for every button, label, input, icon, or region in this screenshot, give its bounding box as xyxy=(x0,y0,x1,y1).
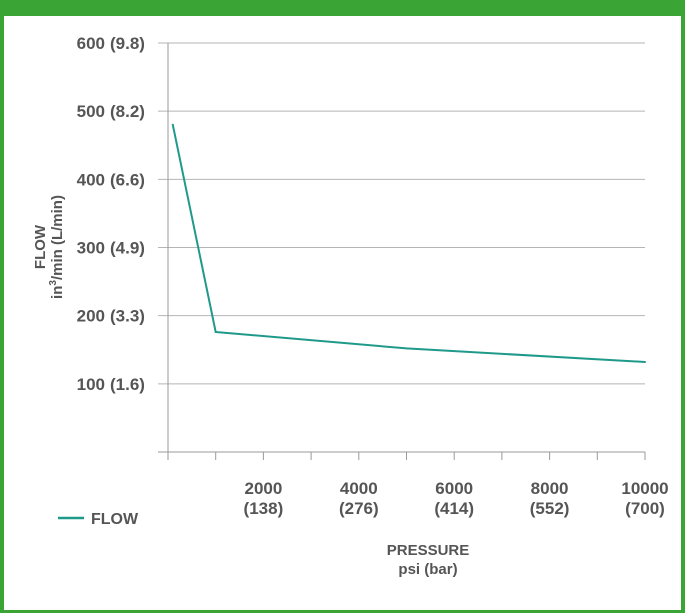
series-line-flow xyxy=(173,125,645,362)
y-axis-units-suffix: /min (L/min) xyxy=(49,195,66,280)
y-tick-label-3: 400 xyxy=(77,170,105,189)
axes xyxy=(158,43,645,460)
y-tick-alt-label-1: (3.3) xyxy=(110,307,145,326)
y-axis-units-prefix: in xyxy=(49,286,66,299)
x-axis-title: PRESSURE xyxy=(387,542,470,559)
data-point xyxy=(644,361,646,363)
x-tick-alt-label-1: (276) xyxy=(339,499,379,518)
y-tick-label-5: 600 xyxy=(77,34,105,53)
series-group xyxy=(172,124,646,363)
y-axis-title: FLOW xyxy=(32,224,49,269)
x-tick-alt-label-3: (552) xyxy=(530,499,570,518)
x-tick-labels: 2000(138) 4000(276) 6000(414) 8000(552) 1000… xyxy=(244,479,669,518)
data-point xyxy=(406,347,408,349)
y-tick-label-0: 100 xyxy=(77,375,105,394)
y-axis-units: in3/min (L/min) xyxy=(48,195,66,299)
y-tick-label-4: 500 xyxy=(77,102,105,121)
y-tick-alt-label-5: (9.8) xyxy=(110,34,145,53)
x-tick-label-4: 10000 xyxy=(621,479,668,498)
data-point xyxy=(172,124,174,126)
legend-label: FLOW xyxy=(91,511,139,528)
legend: FLOW xyxy=(58,511,139,528)
x-tick-label-3: 8000 xyxy=(531,479,569,498)
y-tick-alt-label-4: (8.2) xyxy=(110,102,145,121)
y-tick-label-1: 200 xyxy=(77,307,105,326)
x-tick-alt-label-0: (138) xyxy=(244,499,284,518)
data-point xyxy=(215,331,217,333)
y-tick-labels: 100 (1.6) 200 (3.3) 300 (4.9) 400 (6.6) 500 (8.2)… xyxy=(77,34,145,394)
x-tick-label-1: 4000 xyxy=(340,479,378,498)
x-tick-alt-label-4: (700) xyxy=(625,499,665,518)
y-tick-alt-label-3: (6.6) xyxy=(110,170,145,189)
y-tick-alt-label-0: (1.6) xyxy=(110,375,145,394)
y-tick-alt-label-2: (4.9) xyxy=(110,239,145,258)
x-axis-units: psi (bar) xyxy=(398,561,457,578)
x-tick-label-2: 6000 xyxy=(435,479,473,498)
y-tick-label-2: 300 xyxy=(77,239,105,258)
x-tick-alt-label-2: (414) xyxy=(434,499,474,518)
x-tick-label-0: 2000 xyxy=(244,479,282,498)
